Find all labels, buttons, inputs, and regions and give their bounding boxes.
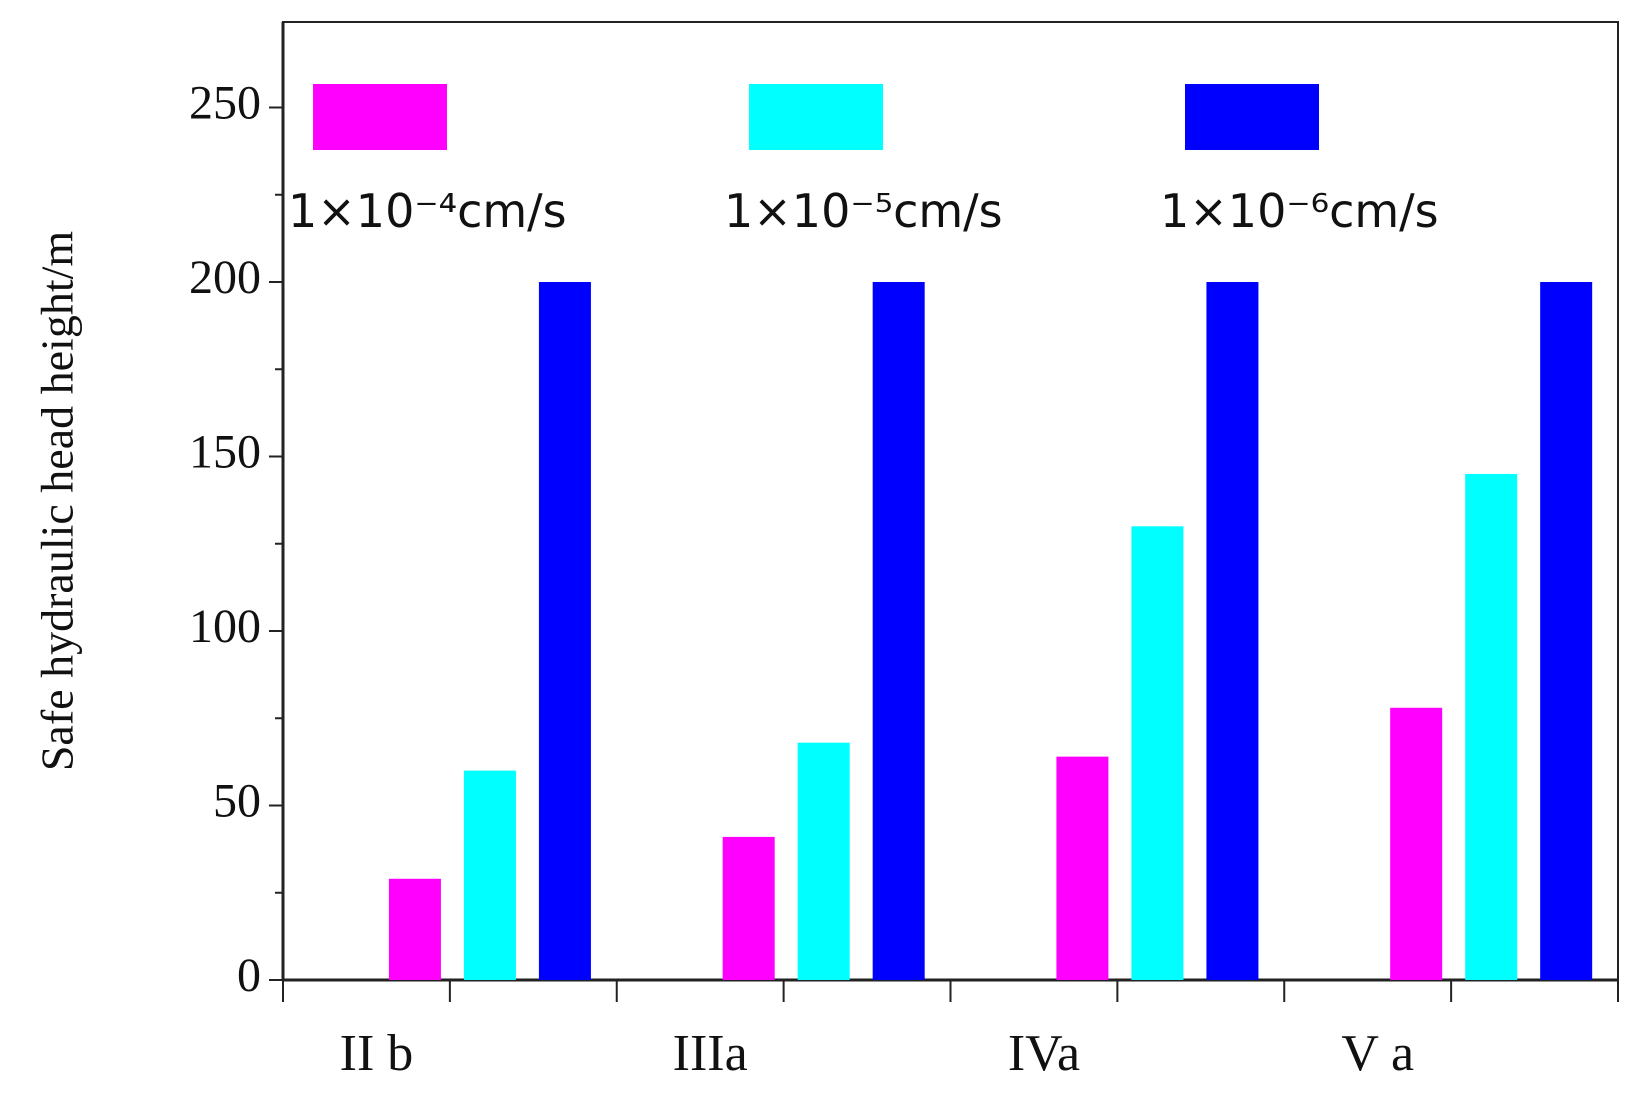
y-tick-label: 100 xyxy=(189,600,261,653)
x-axis-ticks: II b IIIa IVa V a xyxy=(282,980,1619,1082)
bar-va-series-1 xyxy=(1390,707,1443,980)
y-tick-label: 150 xyxy=(189,426,261,479)
legend-label-1: 1×10⁻⁴cm/s xyxy=(288,184,567,238)
bar-series-group xyxy=(388,282,1593,980)
bar-iva-series-1 xyxy=(1056,756,1109,980)
x-category-label: II b xyxy=(340,1025,414,1082)
y-tick-label: 250 xyxy=(189,77,261,130)
bar-iib-series-1 xyxy=(388,878,441,980)
y-tick-label: 50 xyxy=(213,775,261,828)
y-axis-title: Safe hydraulic head height/m xyxy=(32,231,83,772)
legend-swatch-1 xyxy=(313,84,447,150)
x-category-label: IVa xyxy=(1008,1025,1080,1082)
bar-va-series-2 xyxy=(1465,473,1518,980)
y-axis-ticks: 0 50 100 150 200 250 xyxy=(189,77,283,1002)
legend: 1×10⁻⁴cm/s 1×10⁻⁵cm/s 1×10⁻⁶cm/s xyxy=(288,84,1439,238)
bar-iib-series-2 xyxy=(463,770,516,980)
bar-iiia-series-2 xyxy=(797,742,850,980)
bar-iva-series-2 xyxy=(1131,526,1184,980)
x-category-label: V a xyxy=(1341,1025,1414,1082)
y-tick-label: 0 xyxy=(237,949,261,1002)
legend-swatch-2 xyxy=(749,84,883,150)
y-tick-label: 200 xyxy=(189,251,261,304)
legend-label-2: 1×10⁻⁵cm/s xyxy=(724,184,1003,238)
bar-iib-series-3 xyxy=(538,282,591,980)
bar-iiia-series-1 xyxy=(722,836,775,980)
legend-swatch-3 xyxy=(1185,84,1319,150)
bar-iva-series-3 xyxy=(1206,282,1259,980)
bar-iiia-series-3 xyxy=(872,282,925,980)
legend-label-3: 1×10⁻⁶cm/s xyxy=(1160,184,1439,238)
bar-va-series-3 xyxy=(1540,282,1593,980)
x-category-label: IIIa xyxy=(673,1025,748,1082)
